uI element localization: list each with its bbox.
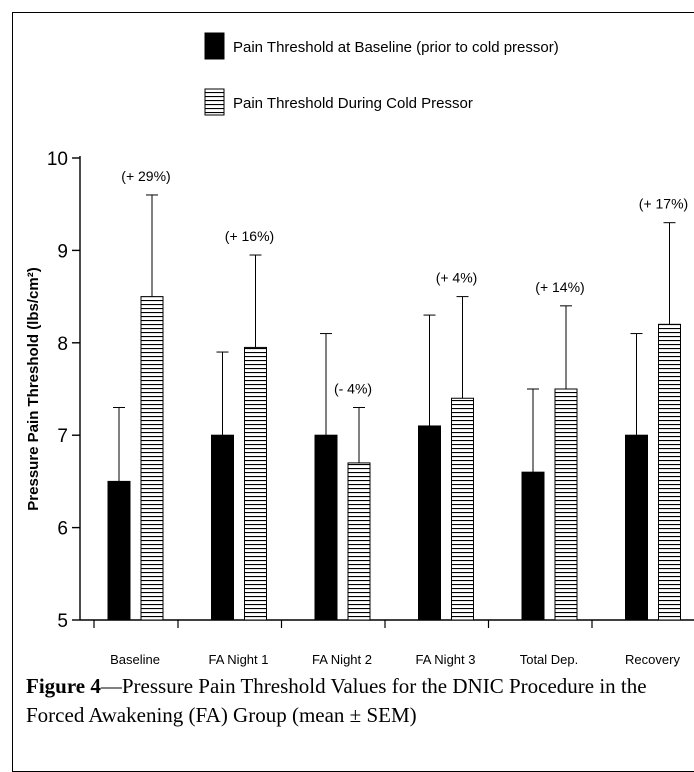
change-annotation-1: (+ 29%) xyxy=(121,168,170,184)
legend-swatch-1 xyxy=(204,32,225,60)
figure-caption: Figure 4—Pressure Pain Threshold Values … xyxy=(26,672,686,730)
x-tick-label-1: Baseline xyxy=(110,652,160,667)
y-tick-label-5: 5 xyxy=(57,611,68,632)
bar-baseline-4 xyxy=(418,425,441,621)
bar-cold-pressor-2 xyxy=(244,346,267,621)
legend-swatch-2 xyxy=(204,88,225,116)
change-annotation-3: (- 4%) xyxy=(334,380,372,396)
bar-baseline-1 xyxy=(107,480,131,621)
bar-baseline-5 xyxy=(521,471,545,621)
bar-cold-pressor-3 xyxy=(347,462,371,621)
bar-cold-pressor-6 xyxy=(658,323,681,621)
y-axis-title: Pressure Pain Threshold (lbs/cm²) xyxy=(25,267,42,510)
change-annotation-5: (+ 14%) xyxy=(535,279,584,295)
caption-text: —Pressure Pain Threshold Values for the … xyxy=(26,674,647,727)
x-tick-sublabel-4: Day 6 xyxy=(429,669,464,672)
x-tick-sublabel-6: Day 8 xyxy=(636,669,671,672)
bar-baseline-2 xyxy=(211,434,234,621)
legend-label-1: Pain Threshold at Baseline (prior to col… xyxy=(233,39,559,56)
x-tick-sublabel-3: Day 5 xyxy=(325,669,360,672)
chart: Pain Threshold at Baseline (prior to col… xyxy=(25,32,694,672)
x-tick-label-3: FA Night 2 xyxy=(312,652,372,667)
x-tick-label-4: FA Night 3 xyxy=(416,652,476,667)
bar-cold-pressor-5 xyxy=(554,388,578,621)
y-tick-label-10: 10 xyxy=(47,149,68,170)
legend-label-2: Pain Threshold During Cold Pressor xyxy=(233,95,473,112)
bar-cold-pressor-4 xyxy=(451,397,474,621)
caption-label: Figure 4 xyxy=(26,674,101,698)
x-tick-label-6: Recovery xyxy=(625,652,680,667)
x-tick-sublabel-1: Day 3 xyxy=(118,669,153,672)
change-annotation-6: (+ 17%) xyxy=(639,196,688,212)
y-tick-label-6: 6 xyxy=(57,519,68,540)
change-annotation-2: (+ 16%) xyxy=(225,228,274,244)
y-tick-label-7: 7 xyxy=(57,426,68,447)
y-tick-label-9: 9 xyxy=(57,241,68,262)
x-tick-sublabel-2: Day 4 xyxy=(222,669,256,672)
legend: Pain Threshold at Baseline (prior to col… xyxy=(204,32,559,116)
chart-marks: (+ 29%) (+ 16%) (- 4%) (+ 4%) (+ 14%) (+ 17%) xyxy=(107,168,688,621)
axes: 5 6 7 8 9 10 Pressure Pain Threshold (lbs/cm²)… xyxy=(25,149,694,672)
x-tick-sublabel-5: Day 7 xyxy=(532,669,567,672)
y-tick-label-8: 8 xyxy=(57,334,68,355)
bar-baseline-3 xyxy=(314,434,338,621)
x-tick-label-2: FA Night 1 xyxy=(209,652,269,667)
change-annotation-4: (+ 4%) xyxy=(436,270,478,286)
x-tick-label-5: Total Dep. xyxy=(520,652,579,667)
bar-baseline-6 xyxy=(625,434,648,621)
bar-cold-pressor-1 xyxy=(140,296,164,621)
